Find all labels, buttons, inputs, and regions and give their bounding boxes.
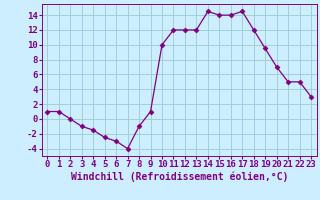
X-axis label: Windchill (Refroidissement éolien,°C): Windchill (Refroidissement éolien,°C)	[70, 172, 288, 182]
